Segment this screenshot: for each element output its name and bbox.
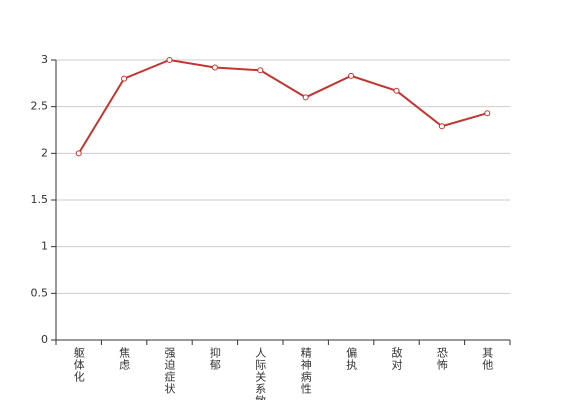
marker bbox=[257, 67, 264, 74]
marker bbox=[484, 110, 491, 117]
line bbox=[77, 58, 488, 154]
x-tick-label: 抑郁 bbox=[208, 346, 221, 371]
y-tick-label: 2.5 bbox=[31, 100, 49, 113]
y-tick-label: 0 bbox=[41, 333, 48, 346]
marker bbox=[302, 94, 309, 101]
marker bbox=[75, 150, 82, 157]
x-tick-label: 人际关系敏感 bbox=[254, 347, 267, 400]
marker bbox=[211, 64, 218, 71]
x-tick-label: 恐怖 bbox=[435, 347, 448, 371]
x-tick-label: 强迫症状 bbox=[163, 347, 176, 395]
marker bbox=[121, 75, 128, 82]
y-tick-label: 1.5 bbox=[31, 193, 49, 206]
x-tick-label: 精神病性 bbox=[299, 347, 312, 395]
y-tick-label: 0.5 bbox=[31, 286, 49, 299]
x-tick-label: 焦虑 bbox=[118, 347, 131, 371]
x-tick-label: 偏执 bbox=[345, 346, 358, 371]
y-tick-label: 3 bbox=[41, 53, 48, 66]
x-tick-label: 其他 bbox=[481, 347, 494, 371]
marker bbox=[348, 72, 355, 79]
marker bbox=[438, 123, 445, 130]
x-tick-label: 躯体化 bbox=[72, 347, 85, 383]
x-tick-label: 敌对 bbox=[390, 346, 403, 371]
y-tick-label: 2 bbox=[41, 146, 48, 159]
y-tick-label: 1 bbox=[41, 240, 48, 253]
marker bbox=[166, 57, 173, 63]
marker bbox=[393, 87, 400, 94]
